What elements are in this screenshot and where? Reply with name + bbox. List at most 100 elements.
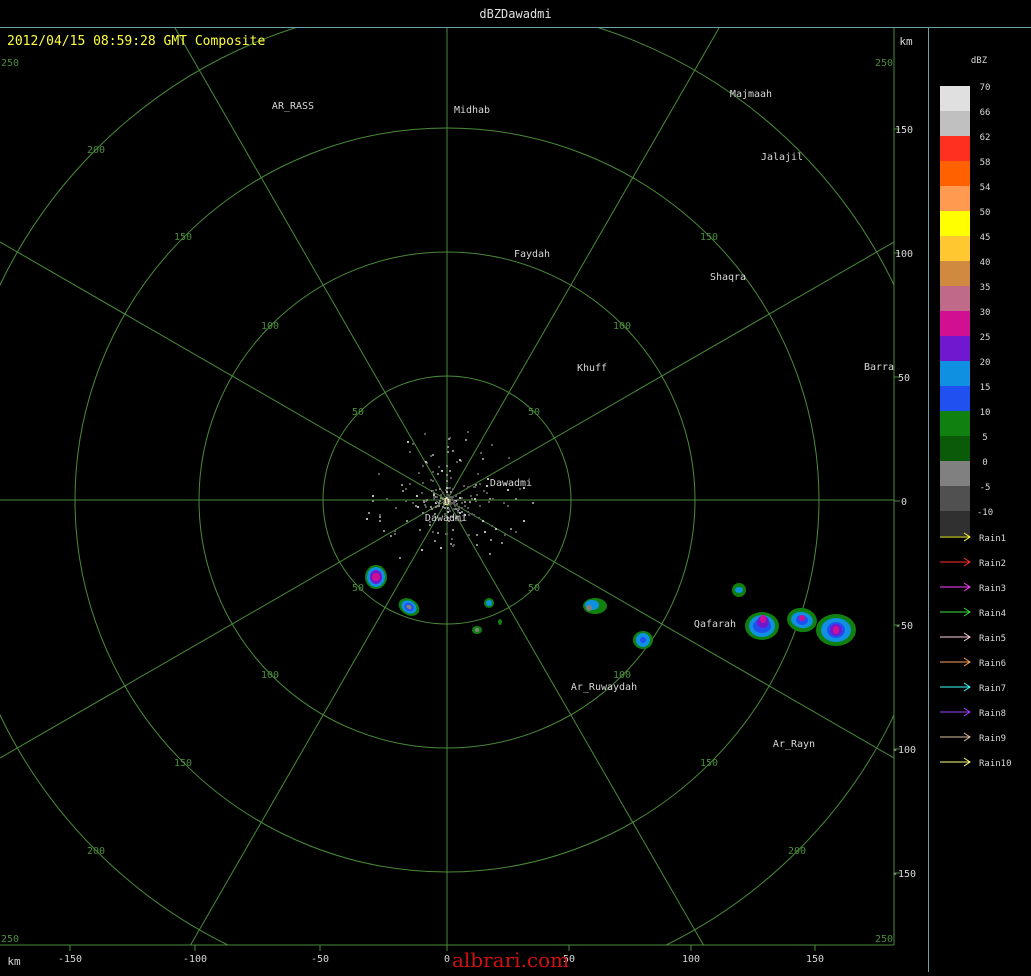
- clutter-pixel: [448, 508, 450, 510]
- clutter-pixel: [379, 516, 381, 518]
- echo-cell: [633, 631, 653, 649]
- place-label: Majmaah: [730, 89, 772, 100]
- track-label: Rain7: [979, 684, 1006, 694]
- track-label: Rain4: [979, 609, 1006, 619]
- clutter-pixel: [399, 557, 401, 559]
- clutter-pixel: [424, 504, 426, 506]
- track-arrowhead-icon: [963, 757, 971, 767]
- ring-label-lower-left: 100: [261, 670, 279, 681]
- clutter-pixel: [422, 512, 424, 514]
- clutter-pixel: [425, 461, 427, 463]
- clutter-pixel: [447, 446, 449, 448]
- clutter-pixel: [401, 484, 403, 486]
- clutter-pixel: [457, 511, 459, 513]
- clutter-pixel: [491, 525, 493, 527]
- clutter-pixel: [446, 491, 448, 493]
- echo-cell: [583, 598, 607, 614]
- ring-label-lower-right: 200: [788, 846, 806, 857]
- clutter-pixel: [430, 455, 432, 457]
- clutter-pixel: [394, 530, 396, 532]
- dbz-color-swatch: [940, 361, 970, 386]
- clutter-pixel: [429, 521, 431, 523]
- clutter-pixel: [444, 507, 446, 509]
- clutter-pixel: [452, 496, 454, 498]
- dbz-scale-label: 20: [980, 358, 991, 368]
- clutter-pixel: [435, 506, 437, 508]
- clutter-pixel: [459, 512, 461, 514]
- y-tick-label: -100: [892, 745, 916, 756]
- x-tick-label: -50: [311, 954, 329, 965]
- x-tick-label: 150: [806, 954, 824, 965]
- clutter-pixel: [448, 487, 450, 489]
- clutter-pixel: [430, 479, 432, 481]
- clutter-pixel: [464, 505, 466, 507]
- clutter-pixel: [505, 483, 507, 485]
- clutter-pixel: [406, 520, 408, 522]
- clutter-pixel: [510, 528, 512, 530]
- clutter-pixel: [378, 473, 380, 475]
- clutter-pixel: [433, 498, 435, 500]
- dbz-scale-label: -10: [977, 508, 993, 518]
- clutter-pixel: [460, 520, 462, 522]
- clutter-pixel: [418, 472, 420, 474]
- clutter-pixel: [489, 553, 491, 555]
- track-arrowhead-icon: [963, 632, 971, 642]
- clutter-pixel: [474, 486, 476, 488]
- y-axis-ticks: 150 100 50 0 -50 -100 -150: [892, 125, 916, 880]
- track-arrowhead-icon: [963, 682, 971, 692]
- ring-label-upper-left: 100: [261, 321, 279, 332]
- clutter-pixel: [484, 531, 486, 533]
- clutter-pixel: [476, 534, 478, 536]
- clutter-pixel: [449, 470, 451, 472]
- y-tick-label: 0: [901, 497, 907, 508]
- clutter-pixel: [458, 506, 460, 508]
- clutter-pixel: [482, 458, 484, 460]
- dbz-scale-label: 15: [980, 383, 991, 393]
- place-label: Faydah: [514, 249, 550, 260]
- clutter-pixel: [434, 513, 436, 515]
- echo-cell: [816, 614, 856, 646]
- dbz-scale-label: 30: [980, 308, 991, 318]
- clutter-pixel: [432, 490, 434, 492]
- clutter-pixel: [446, 465, 448, 467]
- y-tick-label: -150: [892, 869, 916, 880]
- place-label: Dawadmi: [490, 478, 532, 489]
- clutter-pixel: [448, 520, 450, 522]
- place-label: Ar_Ruwaydah: [571, 682, 637, 693]
- ring-label-upper-left: 50: [352, 407, 364, 418]
- clutter-pixel: [507, 489, 509, 491]
- clutter-pixel: [366, 518, 368, 520]
- clutter-pixel: [515, 531, 517, 533]
- clutter-pixel: [432, 531, 434, 533]
- clutter-pixel: [490, 539, 492, 541]
- ground-clutter: [366, 431, 534, 559]
- clutter-pixel: [467, 511, 469, 513]
- clutter-pixel: [430, 506, 432, 508]
- clutter-pixel: [431, 508, 433, 510]
- clutter-pixel: [379, 520, 381, 522]
- clutter-pixel: [436, 496, 438, 498]
- clutter-pixel: [483, 490, 485, 492]
- ring-label-lower-left: 150: [174, 758, 192, 769]
- clutter-pixel: [422, 465, 424, 467]
- clutter-pixel: [468, 534, 470, 536]
- track-label: Rain9: [979, 734, 1006, 744]
- track-label: Rain1: [979, 534, 1006, 544]
- clutter-pixel: [475, 500, 477, 502]
- clutter-pixel: [407, 441, 409, 443]
- radar-display[interactable]: 150 100 50 0 -50 -100 -150 -150 -100 -50 0 50 100 15…: [0, 28, 929, 972]
- window-title: dBZDawadmi: [0, 0, 1031, 28]
- clutter-pixel: [469, 501, 471, 503]
- ring-label-upper-left: 150: [174, 232, 192, 243]
- clutter-pixel: [464, 514, 466, 516]
- clutter-pixel: [438, 502, 440, 504]
- corner-range-label: 250: [875, 58, 893, 69]
- clutter-pixel: [390, 535, 392, 537]
- y-tick-label: 100: [895, 249, 913, 260]
- clutter-pixel: [503, 502, 505, 504]
- clutter-pixel: [386, 498, 388, 500]
- clutter-pixel: [450, 496, 452, 498]
- clutter-pixel: [447, 511, 449, 513]
- clutter-pixel: [507, 505, 509, 507]
